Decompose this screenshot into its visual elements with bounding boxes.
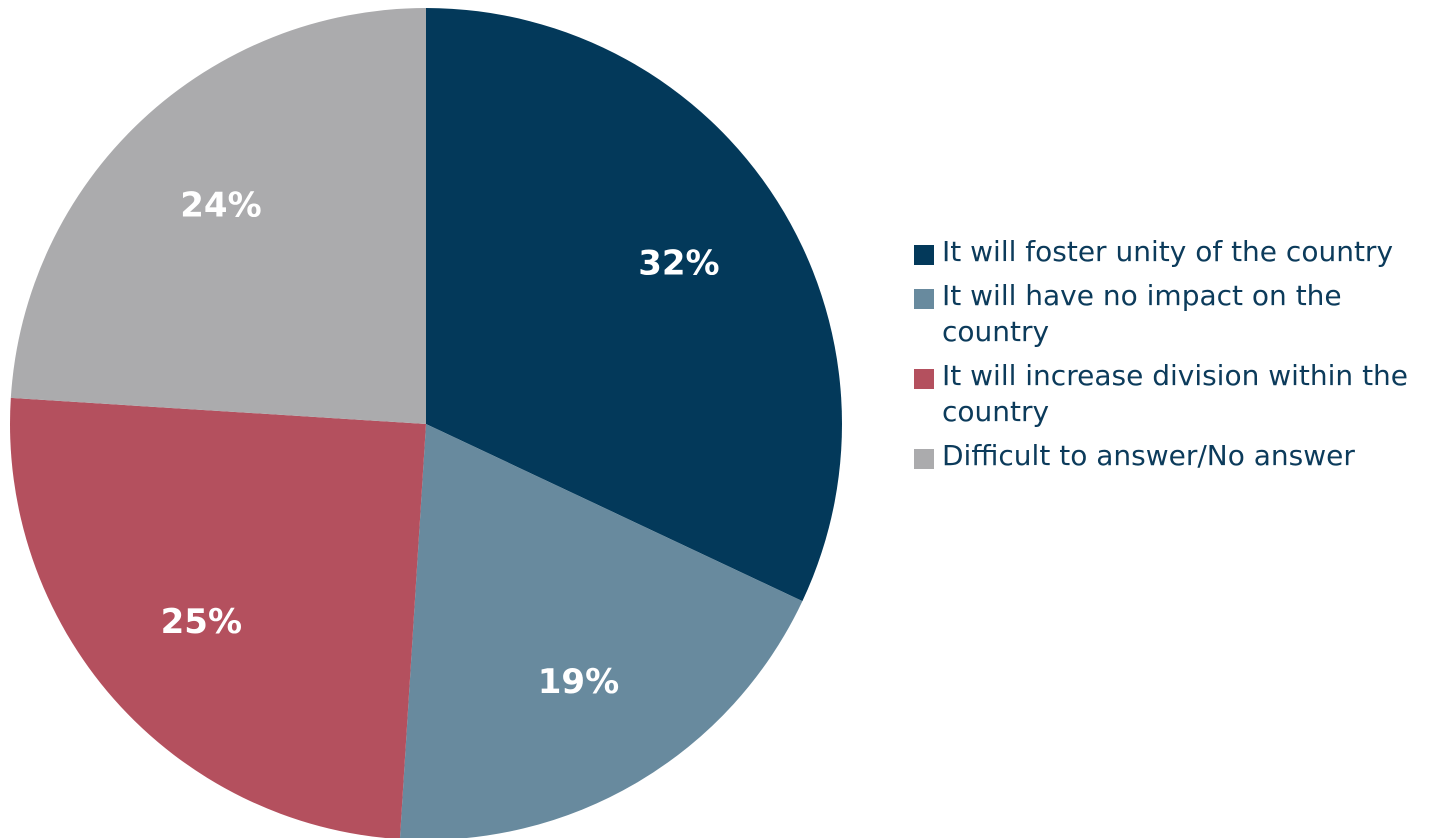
legend-swatch <box>914 289 934 309</box>
legend-swatch <box>914 369 934 389</box>
slice-data-label: 19% <box>538 662 619 702</box>
pie-slice <box>10 8 426 424</box>
legend-label: It will foster unity of the country <box>942 235 1394 268</box>
slice-data-label: 25% <box>161 602 242 642</box>
legend-swatch <box>914 245 934 265</box>
legend-label: It will have no impact on the country <box>942 279 1342 348</box>
pie-slice <box>426 8 843 602</box>
slice-data-label: 32% <box>638 244 719 284</box>
legend-swatch <box>914 449 934 469</box>
legend-label: Difficult to answer/No answer <box>942 439 1355 472</box>
pie-slices <box>10 8 843 838</box>
legend-item: It will foster unity of the country <box>914 234 1450 270</box>
chart-legend: It will foster unity of the country It wi… <box>914 234 1450 482</box>
slice-data-label: 24% <box>180 186 261 226</box>
pie-slice <box>399 424 803 838</box>
legend-item: Difficult to answer/No answer <box>914 438 1450 474</box>
pie-data-labels: 32% 19% 25% 24% <box>161 186 720 702</box>
legend-item: It will increase division within the cou… <box>914 358 1450 430</box>
pie-slice <box>10 397 426 838</box>
legend-label: It will increase division within the cou… <box>942 359 1409 428</box>
legend-item: It will have no impact on the country <box>914 278 1450 350</box>
